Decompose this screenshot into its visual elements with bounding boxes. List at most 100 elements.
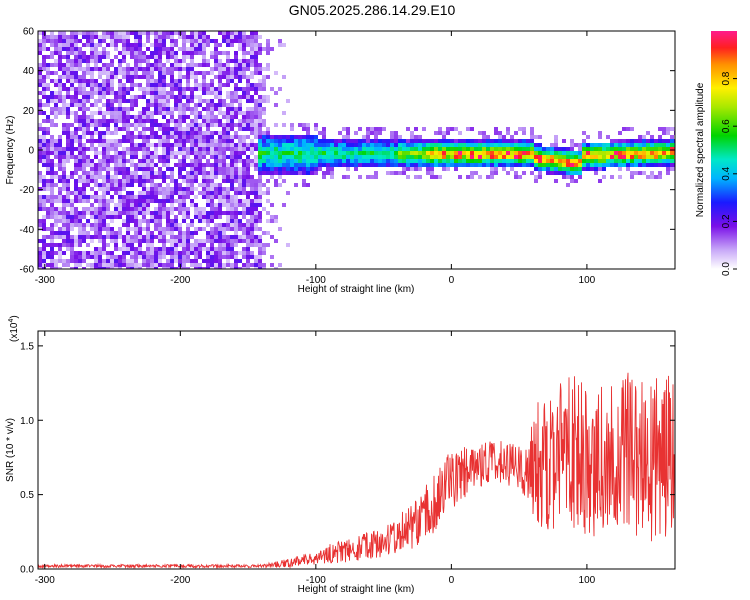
spectrogram-cell (162, 227, 166, 231)
spectrogram-cell (254, 107, 258, 111)
spectrogram-cell (262, 167, 266, 171)
spectrogram-cell (50, 211, 54, 215)
spectrogram-cell (146, 55, 150, 59)
spectrogram-cell (246, 183, 250, 187)
spectrogram-cell (222, 115, 226, 119)
spectrogram-cell (170, 243, 174, 247)
spectrogram-cell (262, 247, 266, 251)
spectrogram-cell (626, 151, 630, 155)
spectrogram-cell (214, 251, 218, 255)
spectrogram-cell (458, 147, 462, 151)
spectrogram-cell (226, 107, 230, 111)
spectrogram-cell (106, 179, 110, 183)
spectrogram-cell (170, 79, 174, 83)
spectrogram-cell (78, 263, 82, 267)
spectrogram-cell (110, 159, 114, 163)
spectrogram-cell (194, 255, 198, 259)
spectrogram-cell (158, 211, 162, 215)
spectrogram-cell (190, 35, 194, 39)
spectrogram-cell (54, 219, 58, 223)
spectrogram-cell (634, 171, 638, 175)
spectrogram-cell (90, 179, 94, 183)
spectrogram-cell (130, 51, 134, 55)
spectrogram-cell (58, 67, 62, 71)
spectrogram-cell (142, 139, 146, 143)
spectrogram-cell (246, 95, 250, 99)
spectrogram-cell (142, 147, 146, 151)
spectrogram-cell (66, 115, 70, 119)
spectrogram-cell (154, 43, 158, 47)
spectrogram-cell (154, 227, 158, 231)
spectrogram-cell (42, 131, 46, 135)
spectrogram-cell (94, 59, 98, 63)
spectrogram-cell (98, 91, 102, 95)
spectrogram-cell (294, 171, 298, 175)
spectrogram-cell (138, 119, 142, 123)
spectrogram-cell (530, 151, 534, 155)
spectrogram-cell (186, 235, 190, 239)
spectrogram-cell (250, 151, 254, 155)
spectrogram-cell (206, 187, 210, 191)
spectrogram-cell (170, 107, 174, 111)
spectrogram-cell (290, 147, 294, 151)
spectrogram-cell (322, 143, 326, 147)
spectrogram-cell (106, 99, 110, 103)
spectrogram-cell (666, 159, 670, 163)
spectrogram-cell (158, 223, 162, 227)
spectrogram-cell (82, 75, 86, 79)
spectrogram-cell (482, 155, 486, 159)
snr-panel: -300 -200 -100 0 100 0.00.51.01.5 Height of … (5, 315, 676, 595)
spectrogram-cell (98, 131, 102, 135)
spectrogram-cell (346, 167, 350, 171)
spectrogram-cell (210, 255, 214, 259)
spectrogram-cell (102, 167, 106, 171)
spectrogram-cell (390, 131, 394, 135)
spectrogram-cell (274, 103, 278, 107)
spectrogram-cell (234, 207, 238, 211)
spectrogram-cell (118, 163, 122, 167)
spectrogram-cell (54, 83, 58, 87)
spectrogram-cell (126, 115, 130, 119)
spectrogram-cell (138, 59, 142, 63)
spectrogram-cell (374, 131, 378, 135)
spectrogram-cell (90, 163, 94, 167)
spectrogram-cell (194, 87, 198, 91)
spectrogram-cell (238, 75, 242, 79)
spectrogram-cell (242, 31, 246, 35)
spectrogram-cell (210, 211, 214, 215)
spectrogram-cell (466, 151, 470, 155)
spectrogram-cell (226, 111, 230, 115)
spectrogram-cell (186, 163, 190, 167)
spectrogram-cell (242, 91, 246, 95)
spectrogram-cell (150, 103, 154, 107)
spectrogram-cell (58, 35, 62, 39)
spectrogram-cell (90, 71, 94, 75)
spectrogram-cell (490, 167, 494, 171)
spectrogram-cell (118, 71, 122, 75)
spectrogram-cell (114, 163, 118, 167)
spectrogram-cell (622, 155, 626, 159)
spectrogram-cell (130, 83, 134, 87)
spectrogram-y-tick-label: 0 (28, 146, 34, 157)
spectrogram-cell (230, 135, 234, 139)
spectrogram-cell (114, 131, 118, 135)
spectrogram-cell (670, 151, 674, 155)
spectrogram-cell (110, 239, 114, 243)
spectrogram-cell (58, 215, 62, 219)
spectrogram-cell (62, 215, 66, 219)
spectrogram-cell (126, 231, 130, 235)
spectrogram-cell (90, 227, 94, 231)
spectrogram-cell (238, 79, 242, 83)
spectrogram-cell (170, 203, 174, 207)
spectrogram-cell (142, 159, 146, 163)
spectrogram-cell (350, 143, 354, 147)
spectrogram-cell (170, 255, 174, 259)
spectrogram-cell (390, 151, 394, 155)
spectrogram-cell (166, 267, 170, 269)
spectrogram-cell (86, 127, 90, 131)
spectrogram-cell (542, 151, 546, 155)
spectrogram-cell (290, 135, 294, 139)
spectrogram-cell (302, 127, 306, 131)
spectrogram-cell (394, 139, 398, 143)
spectrogram-cell (282, 155, 286, 159)
